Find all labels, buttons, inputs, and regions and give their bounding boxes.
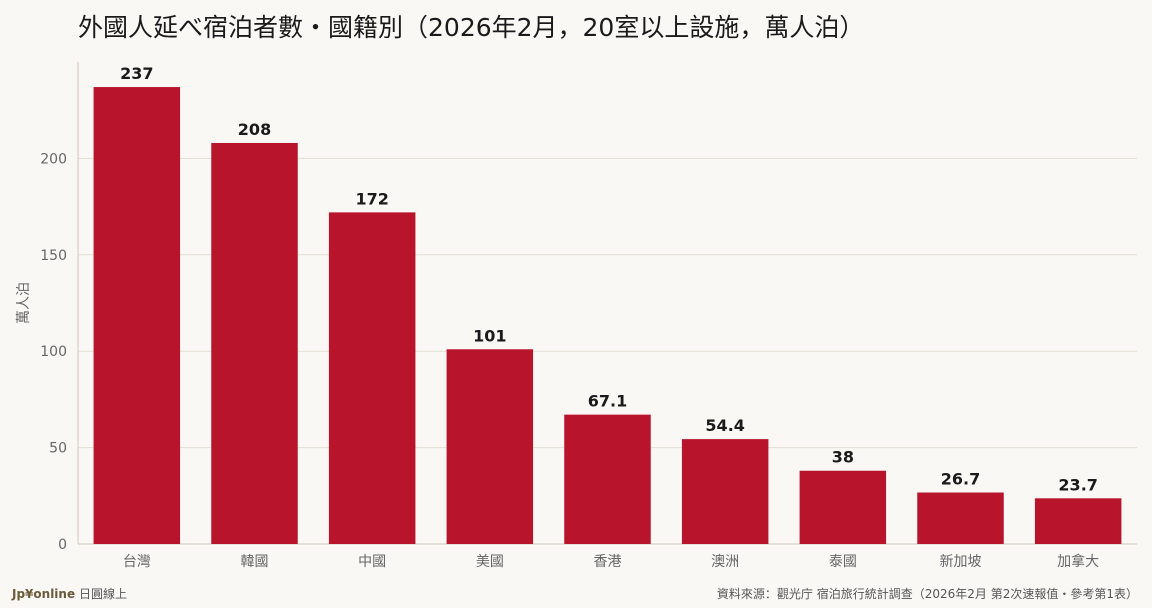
x-tick-label: 台灣 [123,554,151,570]
x-tick-label: 美國 [476,554,504,570]
x-tick-label: 新加坡 [940,554,982,570]
bar [917,492,1004,544]
y-tick-label: 100 [40,344,67,360]
bar [328,212,416,544]
y-tick-label: 200 [40,151,67,167]
y-tick-label: 150 [40,248,67,264]
data-label: 101 [473,326,506,345]
chart-title: 外國人延べ宿泊者數・國籍別（2026年2月，20室以上設施，萬人泊） [78,13,865,42]
data-label: 237 [120,64,153,83]
y-tick-label: 50 [49,441,67,457]
brand-subtitle: 日圓線上 [78,587,127,601]
x-tick-label: 加拿大 [1057,553,1099,570]
bar [211,142,298,544]
bar [1034,498,1122,544]
data-label: 208 [238,120,271,139]
x-tick-label: 韓國 [241,554,269,570]
x-tick-label: 香港 [594,554,622,570]
data-label: 172 [355,189,388,208]
data-label: 54.4 [705,416,744,435]
y-axis-label: 萬人泊 [16,282,32,324]
data-label: 23.7 [1058,475,1097,494]
data-labels: 237 208 172 101 67.1 54.4 38 26.7 23.7 [120,64,1098,494]
bar [446,349,534,544]
brand-name: Jp¥online [12,587,76,601]
bar [799,470,887,544]
x-tick-label: 泰國 [829,554,857,570]
data-label: 38 [832,448,854,467]
x-tick-label: 中國 [358,554,386,570]
data-label: 67.1 [588,392,627,411]
bar [681,439,769,544]
source-note: 資料來源：觀光庁 宿泊旅行統計調查（2026年2月 第2次速報值・參考第1表） [716,587,1138,601]
x-tick-label: 澳洲 [711,554,739,570]
footer-brand: Jp¥online 日圓線上 [12,585,127,602]
bar [564,414,651,544]
axes: 0 50 100 150 200 台灣 韓國 中國 美國 香港 澳洲 泰國 新加坡 加拿大 [40,62,1137,570]
y-tick-label: 0 [58,537,67,553]
bar [93,87,181,545]
bars [93,87,1122,545]
data-label: 26.7 [941,470,980,489]
